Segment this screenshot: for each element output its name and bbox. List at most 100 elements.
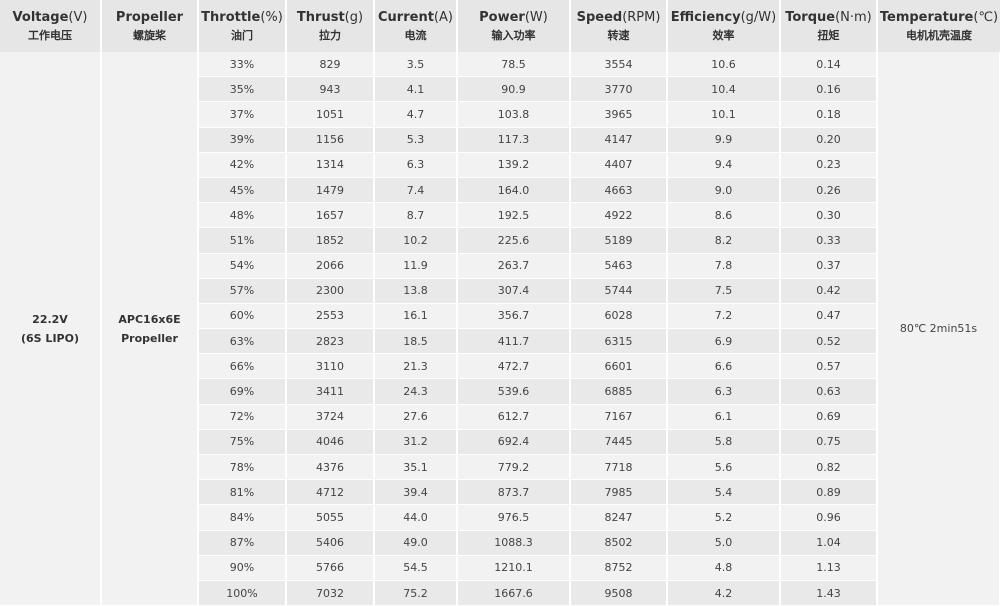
header-label: Thrust [296,9,345,25]
speed-cell: 5189 [570,227,668,254]
efficiency-cell: 9.4 [667,152,781,178]
temperature-cell: 80℃ 2min51s [877,52,1000,606]
thrust-cell: 1314 [286,152,375,178]
power-cell: 192.5 [457,202,571,229]
battery-type: (6S LIPO) [21,331,79,345]
header-label: Propeller [115,9,184,25]
table-row: 22.2V (6S LIPO) APC16x6E Propeller 33% 829 3.5… [0,52,1000,606]
throttle-cell: 54% [198,253,287,279]
throttle-cell: 78% [198,454,287,481]
column-header-title: Temperature(℃) [878,10,1000,26]
column-header-current: Current(A) 电流 [374,0,458,52]
current-cell: 6.3 [374,152,458,178]
throttle-cell: 48% [198,202,287,229]
header-chinese-label: 转速 [607,28,630,42]
header-unit: (W) [524,9,548,25]
column-header-propeller: Propeller 螺旋桨 [101,0,199,52]
thrust-cell: 3411 [286,378,375,405]
column-header-title: Voltage(V) [0,10,100,26]
column-header-voltage: Voltage(V) 工作电压 [0,0,102,52]
thrust-cell: 4712 [286,479,375,506]
torque-cell: 0.14 [780,52,878,78]
torque-cell: 1.43 [780,580,878,606]
thrust-cell: 2823 [286,328,375,355]
header-label: Power [479,9,525,25]
current-cell: 3.5 [374,52,458,78]
table-row: 42% 1314 6.3 139.2 4407 9.4 0.23 [0,152,1000,178]
torque-cell: 0.57 [780,353,878,380]
current-cell: 13.8 [374,278,458,304]
efficiency-cell: 10.1 [667,101,781,128]
torque-cell: 0.42 [780,278,878,304]
speed-cell: 6885 [570,378,668,405]
speed-cell: 6601 [570,353,668,380]
header-unit: (N·m) [835,9,872,25]
table-body: 22.2V (6S LIPO) APC16x6E Propeller 33% 829 3.5… [0,52,1000,606]
speed-cell: 3554 [570,52,668,78]
efficiency-cell: 9.9 [667,127,781,153]
speed-cell: 3965 [570,101,668,128]
efficiency-cell: 7.5 [667,278,781,304]
speed-cell: 5463 [570,253,668,279]
efficiency-cell: 6.6 [667,353,781,380]
current-cell: 24.3 [374,378,458,405]
header-chinese-label: 输入功率 [491,28,536,42]
header-chinese-label: 电流 [404,28,427,42]
column-header-title: Current(A) [375,10,456,26]
speed-cell: 9508 [570,580,668,606]
header-unit: (RPM) [622,9,661,25]
throttle-cell: 51% [198,227,287,254]
voltage-value: 22.2V [32,312,68,326]
current-cell: 75.2 [374,580,458,606]
power-cell: 1210.1 [457,555,571,581]
speed-cell: 7167 [570,404,668,430]
speed-cell: 8247 [570,504,668,531]
current-cell: 11.9 [374,253,458,279]
thrust-cell: 829 [286,52,375,78]
throttle-cell: 81% [198,479,287,506]
torque-cell: 0.52 [780,328,878,355]
torque-cell: 0.23 [780,152,878,178]
thrust-cell: 943 [286,76,375,103]
column-header-title: Thrust(g) [287,10,373,26]
efficiency-cell: 6.1 [667,404,781,430]
table-row: 54% 2066 11.9 263.7 5463 7.8 0.37 [0,253,1000,279]
thrust-cell: 3110 [286,353,375,380]
current-cell: 35.1 [374,454,458,481]
speed-cell: 8502 [570,530,668,556]
power-cell: 263.7 [457,253,571,279]
speed-cell: 5744 [570,278,668,304]
table-row: 84% 5055 44.0 976.5 8247 5.2 0.96 [0,504,1000,531]
propeller-model: APC16x6E [118,312,181,326]
thrust-cell: 1156 [286,127,375,153]
torque-cell: 0.96 [780,504,878,531]
header-unit: (A) [433,9,453,25]
thrust-cell: 1852 [286,227,375,254]
torque-cell: 1.13 [780,555,878,581]
efficiency-cell: 5.0 [667,530,781,556]
power-cell: 356.7 [457,303,571,330]
torque-cell: 0.26 [780,177,878,204]
current-cell: 27.6 [374,404,458,430]
voltage-cell: 22.2V (6S LIPO) [0,52,102,606]
efficiency-cell: 5.2 [667,504,781,531]
header-chinese-label: 扭矩 [817,28,840,42]
propeller-cell: APC16x6E Propeller [101,52,199,606]
current-cell: 21.3 [374,353,458,380]
header-unit: (℃) [973,9,999,25]
column-header-title: Speed(RPM) [571,10,666,26]
power-cell: 78.5 [457,52,571,78]
column-header-power: Power(W) 输入功率 [457,0,571,52]
efficiency-cell: 7.2 [667,303,781,330]
current-cell: 39.4 [374,479,458,506]
torque-cell: 0.16 [780,76,878,103]
efficiency-cell: 10.6 [667,52,781,78]
column-header-title: Throttle(%) [199,10,285,26]
thrust-cell: 2300 [286,278,375,304]
thrust-cell: 5055 [286,504,375,531]
torque-cell: 0.75 [780,429,878,456]
power-cell: 139.2 [457,152,571,178]
header-chinese-label: 油门 [231,28,253,42]
column-header-thrust: Thrust(g) 拉力 [286,0,375,52]
